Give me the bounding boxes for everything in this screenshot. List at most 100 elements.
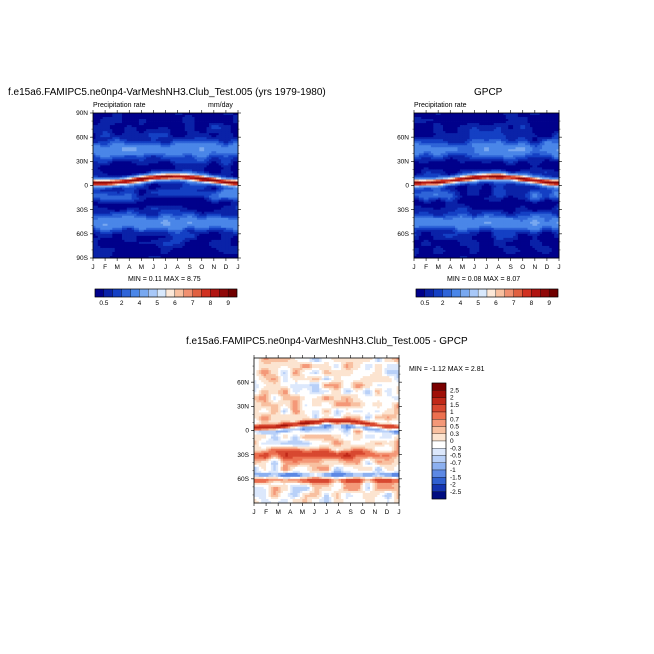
panel1-heat-cell [151, 197, 154, 200]
panel1-heat-cell [93, 167, 96, 170]
panel1-heat-cell [119, 145, 123, 148]
panel1-heat-cell [175, 233, 178, 237]
panel1-heat-cell [213, 167, 217, 170]
panel1-heat-cell [129, 231, 133, 235]
panel1-heat-cell [146, 195, 149, 198]
panel1-heat-cell [216, 233, 220, 237]
panel1-heat-cell [204, 159, 207, 162]
panel1-heat-cell [192, 135, 195, 138]
panel1-heat-cell [196, 163, 200, 166]
panel1-heat-cell [199, 175, 203, 178]
panel1-heat-cell [175, 183, 178, 186]
panel1-heat-cell [158, 167, 162, 170]
panel1-heat-cell [206, 141, 210, 144]
panel1-heat-cell [129, 137, 133, 140]
panel1-heat-cell [100, 243, 104, 247]
panel1-heat-cell [148, 151, 152, 154]
panel1-heat-cell [124, 141, 128, 144]
panel1-heat-cell [160, 209, 164, 213]
panel1-heat-cell [129, 153, 133, 156]
panel1-heat-cell [155, 123, 159, 126]
panel1-heat-cell [180, 181, 183, 184]
panel1-heat-cell [199, 223, 203, 227]
panel1-heat-cell [184, 133, 188, 136]
panel1-heat-cell [213, 243, 217, 247]
panel1-heat-cell [109, 207, 113, 211]
panel1-heat-cell [225, 173, 229, 176]
panel1-heat-cell [199, 203, 203, 207]
panel1-heat-cell [199, 195, 203, 198]
panel1-heat-cell [184, 215, 188, 219]
panel1-heat-cell [196, 229, 200, 233]
panel1-heat-cell [102, 139, 106, 142]
panel1-heat-cell [126, 199, 130, 203]
panel1-heat-cell [124, 237, 128, 241]
panel1-heat-cell [158, 145, 162, 148]
panel1-heat-cell [187, 139, 191, 142]
panel1-heat-cell [180, 255, 183, 259]
panel1-heat-cell [126, 197, 130, 200]
panel1-heat-cell [109, 225, 113, 229]
panel1-heat-cell [105, 175, 108, 178]
panel1-heat-cell [124, 239, 128, 243]
panel1-heat-cell [93, 187, 96, 190]
panel1-heat-cell [143, 187, 147, 190]
panel1-heat-cell [93, 157, 96, 160]
panel1-heat-cell [225, 251, 229, 255]
panel1-heat-cell [129, 177, 133, 180]
panel1-heat-cell [131, 251, 135, 255]
panel1-heat-cell [155, 209, 159, 213]
panel1-heat-cell [97, 211, 101, 215]
panel1-heat-cell [151, 119, 154, 122]
panel1-heat-cell [184, 185, 188, 188]
panel1-heat-cell [201, 213, 205, 217]
panel1-heat-cell [95, 209, 99, 213]
panel1-heat-cell [114, 147, 118, 150]
panel1-heat-cell [93, 181, 96, 184]
panel1-heat-cell [136, 157, 140, 160]
panel1-heat-cell [192, 115, 195, 118]
panel1-heat-cell [165, 241, 169, 245]
panel1-heat-cell [105, 193, 108, 196]
panel1-heat-cell [218, 125, 222, 128]
panel1-heat-cell [201, 171, 205, 174]
panel1-heat-cell [148, 239, 152, 243]
panel1-heat-cell [225, 159, 229, 162]
panel1-heat-cell [124, 115, 128, 118]
panel1-heat-cell [102, 119, 106, 122]
panel1-heat-cell [192, 225, 195, 229]
panel1-heat-cell [213, 153, 217, 156]
panel1-heat-cell [119, 115, 123, 118]
panel1-heat-cell [138, 131, 142, 134]
panel1-heat-cell [182, 147, 186, 150]
panel1-heat-cell [107, 225, 111, 229]
panel1-heat-cell [146, 191, 149, 194]
panel1-heat-cell [126, 245, 130, 249]
panel1-heat-cell [187, 205, 191, 209]
panel1-heat-cell [204, 179, 207, 182]
panel1-heat-cell [199, 233, 203, 237]
panel1-heat-cell [201, 233, 205, 237]
panel1-heat-cell [165, 233, 169, 237]
panel1-heat-cell [189, 153, 193, 156]
panel1-heat-cell [211, 115, 215, 118]
panel1-heat-cell [138, 123, 142, 126]
panel1-heat-cell [93, 227, 96, 231]
panel1-heat-cell [225, 149, 229, 152]
panel1-heat-cell [182, 121, 186, 124]
panel1-heat-cell [184, 181, 188, 184]
panel1-heat-cell [180, 177, 183, 180]
panel1-heat-cell [216, 153, 220, 156]
panel1-heat-cell [211, 167, 215, 170]
panel1-heat-cell [100, 209, 104, 213]
panel1-heat-cell [167, 115, 171, 118]
panel1-heat-cell [158, 197, 162, 200]
panel1-heat-cell [134, 151, 137, 154]
panel1-heat-cell [196, 223, 200, 227]
panel1-heat-cell [225, 133, 229, 136]
panel1-heat-cell [151, 199, 154, 203]
panel1-heat-cell [114, 183, 118, 186]
panel1-heat-cell [153, 193, 157, 196]
panel1-heat-cell [131, 115, 135, 118]
panel1-heat-cell [160, 169, 164, 172]
